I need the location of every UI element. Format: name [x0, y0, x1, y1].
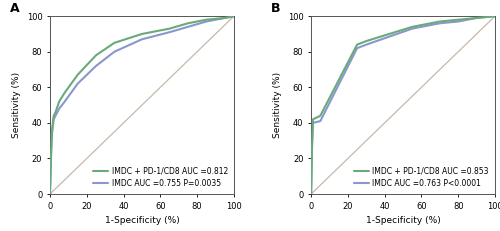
IMDC AUC =0.755 P=0.0035	[166, 31, 172, 33]
IMDC + PD-1/CD8 AUC =0.812	[231, 15, 237, 18]
IMDC AUC =0.755 P=0.0035	[50, 118, 56, 121]
IMDC + PD-1/CD8 AUC =0.853	[309, 145, 315, 147]
IMDC + PD-1/CD8 AUC =0.853	[310, 118, 316, 121]
IMDC + PD-1/CD8 AUC =0.812	[62, 91, 68, 94]
IMDC AUC =0.755 P=0.0035	[47, 193, 53, 195]
IMDC + PD-1/CD8 AUC =0.812	[204, 18, 210, 21]
IMDC AUC =0.755 P=0.0035	[49, 134, 55, 137]
IMDC + PD-1/CD8 AUC =0.812	[166, 27, 172, 30]
IMDC AUC =0.763 P<0.0001	[492, 15, 498, 18]
IMDC + PD-1/CD8 AUC =0.853	[474, 17, 480, 19]
IMDC + PD-1/CD8 AUC =0.853	[437, 20, 443, 23]
Legend: IMDC + PD-1/CD8 AUC =0.812, IMDC AUC =0.755 P=0.0035: IMDC + PD-1/CD8 AUC =0.812, IMDC AUC =0.…	[91, 164, 230, 190]
IMDC AUC =0.763 P<0.0001	[354, 47, 360, 50]
IMDC AUC =0.755 P=0.0035	[139, 38, 145, 41]
IMDC AUC =0.763 P<0.0001	[308, 193, 314, 195]
IMDC AUC =0.763 P<0.0001	[318, 120, 324, 122]
IMDC AUC =0.755 P=0.0035	[52, 114, 59, 117]
IMDC AUC =0.763 P<0.0001	[410, 27, 416, 30]
IMDC + PD-1/CD8 AUC =0.853	[418, 24, 424, 26]
Legend: IMDC + PD-1/CD8 AUC =0.853, IMDC AUC =0.763 P<0.0001: IMDC + PD-1/CD8 AUC =0.853, IMDC AUC =0.…	[352, 164, 491, 190]
X-axis label: 1-Specificity (%): 1-Specificity (%)	[366, 216, 440, 225]
Line: IMDC + PD-1/CD8 AUC =0.853: IMDC + PD-1/CD8 AUC =0.853	[311, 16, 495, 194]
Line: IMDC + PD-1/CD8 AUC =0.812: IMDC + PD-1/CD8 AUC =0.812	[50, 16, 234, 194]
IMDC + PD-1/CD8 AUC =0.853	[455, 18, 461, 21]
IMDC + PD-1/CD8 AUC =0.812	[47, 193, 53, 195]
IMDC AUC =0.755 P=0.0035	[48, 157, 54, 160]
IMDC + PD-1/CD8 AUC =0.812	[93, 54, 99, 57]
Line: IMDC AUC =0.763 P<0.0001: IMDC AUC =0.763 P<0.0001	[311, 16, 495, 194]
IMDC AUC =0.763 P<0.0001	[364, 43, 370, 46]
Line: IMDC AUC =0.755 P=0.0035: IMDC AUC =0.755 P=0.0035	[50, 16, 234, 194]
IMDC AUC =0.755 P=0.0035	[62, 100, 68, 103]
IMDC AUC =0.755 P=0.0035	[204, 20, 210, 23]
IMDC + PD-1/CD8 AUC =0.812	[49, 130, 55, 133]
X-axis label: 1-Specificity (%): 1-Specificity (%)	[104, 216, 180, 225]
IMDC + PD-1/CD8 AUC =0.812	[50, 114, 56, 117]
IMDC + PD-1/CD8 AUC =0.853	[410, 25, 416, 28]
IMDC + PD-1/CD8 AUC =0.812	[112, 41, 117, 44]
IMDC AUC =0.755 P=0.0035	[112, 50, 117, 53]
IMDC + PD-1/CD8 AUC =0.853	[308, 193, 314, 195]
IMDC + PD-1/CD8 AUC =0.812	[139, 33, 145, 35]
IMDC + PD-1/CD8 AUC =0.812	[48, 157, 54, 160]
IMDC + PD-1/CD8 AUC =0.853	[492, 15, 498, 18]
IMDC + PD-1/CD8 AUC =0.853	[354, 43, 360, 46]
IMDC AUC =0.763 P<0.0001	[437, 22, 443, 25]
IMDC AUC =0.763 P<0.0001	[418, 25, 424, 28]
Y-axis label: Sensitivity (%): Sensitivity (%)	[12, 72, 21, 138]
IMDC AUC =0.755 P=0.0035	[222, 17, 228, 19]
IMDC + PD-1/CD8 AUC =0.853	[364, 40, 370, 43]
IMDC + PD-1/CD8 AUC =0.812	[52, 111, 59, 114]
IMDC AUC =0.755 P=0.0035	[56, 107, 62, 110]
Text: A: A	[10, 2, 19, 15]
IMDC + PD-1/CD8 AUC =0.812	[222, 17, 228, 19]
IMDC AUC =0.755 P=0.0035	[74, 82, 80, 85]
IMDC + PD-1/CD8 AUC =0.812	[56, 100, 62, 103]
IMDC AUC =0.755 P=0.0035	[185, 25, 191, 28]
IMDC AUC =0.763 P<0.0001	[310, 122, 316, 124]
IMDC + PD-1/CD8 AUC =0.853	[318, 114, 324, 117]
IMDC AUC =0.763 P<0.0001	[474, 17, 480, 19]
IMDC + PD-1/CD8 AUC =0.812	[185, 22, 191, 25]
IMDC AUC =0.763 P<0.0001	[309, 145, 315, 147]
IMDC AUC =0.763 P<0.0001	[455, 20, 461, 23]
Y-axis label: Sensitivity (%): Sensitivity (%)	[273, 72, 282, 138]
IMDC AUC =0.755 P=0.0035	[93, 65, 99, 67]
IMDC AUC =0.755 P=0.0035	[231, 15, 237, 18]
Text: B: B	[270, 2, 280, 15]
IMDC + PD-1/CD8 AUC =0.812	[74, 73, 80, 76]
